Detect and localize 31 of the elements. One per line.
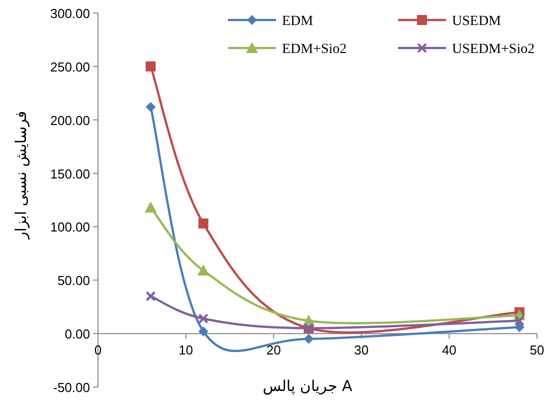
- x-tick-label: 20: [266, 342, 281, 358]
- point: [304, 334, 314, 344]
- y-tick-label: 250.00: [50, 59, 90, 74]
- point: [198, 218, 208, 229]
- x-axis-title: جریان پالس A: [262, 377, 354, 395]
- x-tick-label: 10: [178, 342, 194, 358]
- y-tick-label: 300.00: [50, 6, 90, 21]
- point: [197, 264, 210, 276]
- x-tick-label: 30: [354, 342, 369, 358]
- y-axis-title: فرسایش نسبی ابزار: [12, 110, 30, 240]
- legend-label: EDM+Sio2: [282, 42, 347, 57]
- y-tick-label: 0.00: [64, 326, 90, 342]
- point: [514, 316, 525, 326]
- x-tick-label: 40: [442, 342, 456, 358]
- legend-label: USEDM: [452, 14, 502, 29]
- point: [146, 291, 156, 302]
- x-tick-label: 0: [94, 342, 102, 358]
- point: [198, 314, 208, 324]
- y-tick-label: -50.00: [53, 380, 90, 395]
- y-tick-label: 200.00: [50, 112, 90, 128]
- y-tick-label: 100.00: [50, 220, 90, 235]
- point: [144, 201, 157, 212]
- legend-label: USEDM+Sio2: [452, 42, 535, 57]
- point: [146, 102, 156, 112]
- y-tick-label: 50.00: [57, 273, 90, 288]
- x-tick-label: 50: [530, 342, 544, 358]
- point: [146, 61, 156, 72]
- y-tick-label: 150.00: [50, 166, 90, 182]
- point: [198, 326, 208, 336]
- point: [514, 322, 524, 332]
- legend-label: EDM: [282, 14, 314, 29]
